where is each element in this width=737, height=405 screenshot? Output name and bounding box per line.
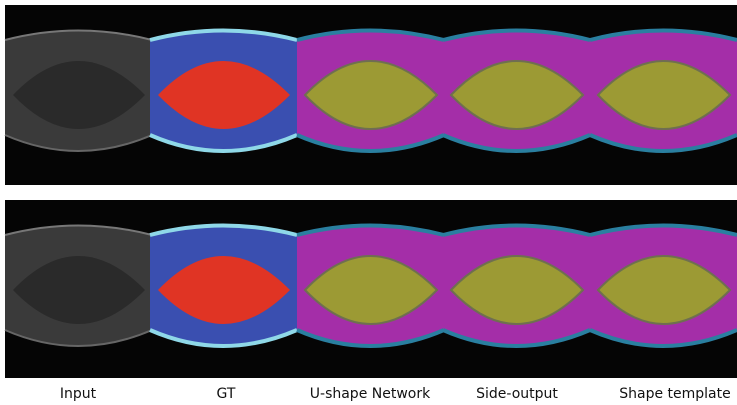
image-panel xyxy=(150,31,297,152)
image-panel xyxy=(590,31,737,152)
panel-label: Shape template xyxy=(619,386,731,402)
panel-label: GT xyxy=(217,386,236,402)
image-panel xyxy=(297,31,444,152)
panel-label: Side-output xyxy=(476,386,558,402)
image-panel xyxy=(5,31,152,152)
panel-label: U-shape Network xyxy=(310,386,431,402)
image-panel xyxy=(150,226,297,347)
image-panel xyxy=(297,226,444,347)
panel-label: Input xyxy=(60,386,97,402)
image-panel xyxy=(443,226,590,347)
image-panel xyxy=(590,226,737,347)
figure: Input GT U-shape Network Side-output Shape t… xyxy=(0,0,737,405)
image-panel xyxy=(443,31,590,152)
image-panel xyxy=(5,226,152,347)
